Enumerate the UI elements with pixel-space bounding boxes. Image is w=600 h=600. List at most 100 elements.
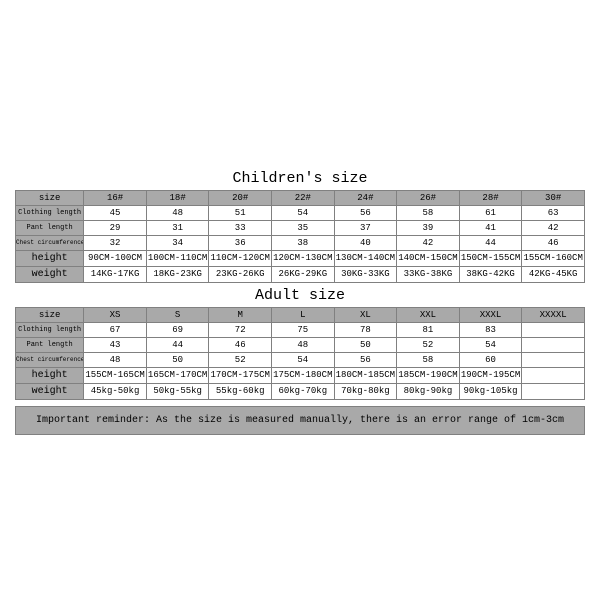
children-row-clothing-length: Clothing length 45 48 51 54 56 58 61 63: [16, 205, 585, 220]
cell: 32: [84, 235, 147, 250]
cell: 50kg-55kg: [146, 383, 209, 399]
cell: 83: [459, 322, 522, 337]
cell: 60kg-70kg: [272, 383, 335, 399]
col-18: 18#: [146, 190, 209, 205]
row-label: weight: [16, 266, 84, 282]
cell: 44: [459, 235, 522, 250]
row-label: height: [16, 250, 84, 266]
cell: 33KG-38KG: [397, 266, 460, 282]
cell: 70kg-80kg: [334, 383, 397, 399]
cell: 46: [209, 337, 272, 352]
cell: 48: [272, 337, 335, 352]
cell: 55kg-60kg: [209, 383, 272, 399]
col-26: 26#: [397, 190, 460, 205]
cell: 56: [334, 352, 397, 367]
adult-header-row: size XS S M L XL XXL XXXL XXXXL: [16, 307, 585, 322]
row-label: Chest circumference 1/2: [16, 352, 84, 367]
cell: 69: [146, 322, 209, 337]
adult-row-pant-length: Pant length 43 44 46 48 50 52 54: [16, 337, 585, 352]
cell: 42KG-45KG: [522, 266, 585, 282]
cell: [522, 383, 585, 399]
cell: 78: [334, 322, 397, 337]
cell: 40: [334, 235, 397, 250]
cell: 60: [459, 352, 522, 367]
children-row-height: height 90CM-100CM 100CM-110CM 110CM-120C…: [16, 250, 585, 266]
cell: [522, 337, 585, 352]
cell: 48: [84, 352, 147, 367]
content-inner: Children's size size 16# 18# 20# 22# 24#…: [15, 166, 585, 435]
col-size: size: [16, 307, 84, 322]
cell: 90CM-100CM: [84, 250, 147, 266]
cell: 110CM-120CM: [209, 250, 272, 266]
cell: 50: [146, 352, 209, 367]
page-container: Children's size size 16# 18# 20# 22# 24#…: [0, 0, 600, 600]
cell: 29: [84, 220, 147, 235]
adult-row-height: height 155CM-165CM 165CM-170CM 170CM-175…: [16, 367, 585, 383]
cell: 54: [459, 337, 522, 352]
cell: 67: [84, 322, 147, 337]
cell: 58: [397, 205, 460, 220]
row-label: weight: [16, 383, 84, 399]
col-xxl: XXL: [397, 307, 460, 322]
col-28: 28#: [459, 190, 522, 205]
cell: 38KG-42KG: [459, 266, 522, 282]
children-header-row: size 16# 18# 20# 22# 24# 26# 28# 30#: [16, 190, 585, 205]
cell: 90kg-105kg: [459, 383, 522, 399]
cell: 75: [272, 322, 335, 337]
row-label: Clothing length: [16, 205, 84, 220]
children-row-weight: weight 14KG-17KG 18KG-23KG 23KG-26KG 26K…: [16, 266, 585, 282]
col-22: 22#: [272, 190, 335, 205]
col-30: 30#: [522, 190, 585, 205]
cell: 100CM-110CM: [146, 250, 209, 266]
cell: 140CM-150CM: [397, 250, 460, 266]
cell: 190CM-195CM: [459, 367, 522, 383]
cell: 37: [334, 220, 397, 235]
row-label: Clothing length: [16, 322, 84, 337]
col-xl: XL: [334, 307, 397, 322]
children-row-chest: Chest circumference 1/2 32 34 36 38 40 4…: [16, 235, 585, 250]
cell: 155CM-160CM: [522, 250, 585, 266]
col-s: S: [146, 307, 209, 322]
cell: 81: [397, 322, 460, 337]
cell: 185CM-190CM: [397, 367, 460, 383]
cell: 130CM-140CM: [334, 250, 397, 266]
cell: 26KG-29KG: [272, 266, 335, 282]
col-size: size: [16, 190, 84, 205]
cell: [522, 352, 585, 367]
children-row-pant-length: Pant length 29 31 33 35 37 39 41 42: [16, 220, 585, 235]
row-label: Chest circumference 1/2: [16, 235, 84, 250]
cell: 180CM-185CM: [334, 367, 397, 383]
cell: 175CM-180CM: [272, 367, 335, 383]
col-24: 24#: [334, 190, 397, 205]
col-20: 20#: [209, 190, 272, 205]
cell: 33: [209, 220, 272, 235]
cell: 54: [272, 352, 335, 367]
row-label: Pant length: [16, 220, 84, 235]
cell: 41: [459, 220, 522, 235]
cell: 38: [272, 235, 335, 250]
cell: [522, 322, 585, 337]
cell: 44: [146, 337, 209, 352]
cell: 34: [146, 235, 209, 250]
cell: 18KG-23KG: [146, 266, 209, 282]
cell: 45: [84, 205, 147, 220]
important-reminder: Important reminder: As the size is measu…: [15, 406, 585, 435]
children-size-table: size 16# 18# 20# 22# 24# 26# 28# 30# Clo…: [15, 190, 585, 283]
cell: 170CM-175CM: [209, 367, 272, 383]
children-title: Children's size: [15, 170, 585, 187]
cell: 56: [334, 205, 397, 220]
cell: 30KG-33KG: [334, 266, 397, 282]
row-label: height: [16, 367, 84, 383]
adult-row-chest: Chest circumference 1/2 48 50 52 54 56 5…: [16, 352, 585, 367]
cell: 58: [397, 352, 460, 367]
col-xs: XS: [84, 307, 147, 322]
col-l: L: [272, 307, 335, 322]
cell: 120CM-130CM: [272, 250, 335, 266]
cell: 48: [146, 205, 209, 220]
cell: 14KG-17KG: [84, 266, 147, 282]
col-xxxxl: XXXXL: [522, 307, 585, 322]
cell: 31: [146, 220, 209, 235]
adult-title: Adult size: [15, 287, 585, 304]
cell: 80kg-90kg: [397, 383, 460, 399]
adult-size-table: size XS S M L XL XXL XXXL XXXXL Clothing…: [15, 307, 585, 400]
